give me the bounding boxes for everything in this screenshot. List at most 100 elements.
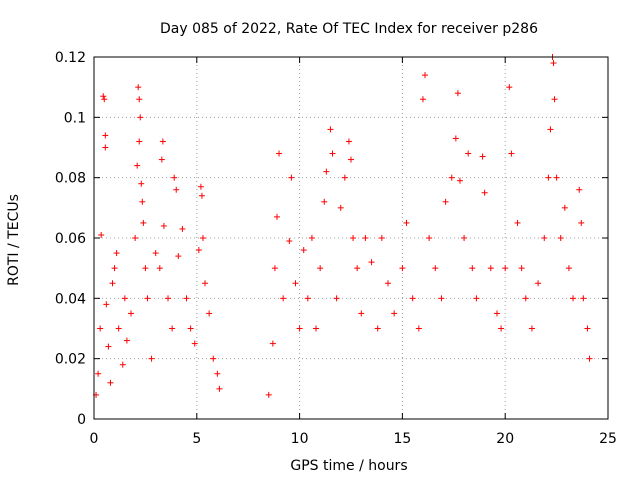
data-point xyxy=(199,235,206,241)
data-point xyxy=(123,337,130,344)
data-point xyxy=(183,295,190,302)
data-point xyxy=(333,295,340,302)
data-point xyxy=(461,235,468,241)
data-point xyxy=(547,126,554,133)
data-point xyxy=(557,235,564,241)
data-point xyxy=(280,295,287,302)
data-point xyxy=(134,162,141,169)
data-point xyxy=(498,325,505,332)
data-point xyxy=(210,355,217,362)
data-point xyxy=(102,144,109,151)
data-point xyxy=(341,174,348,181)
data-point xyxy=(115,325,122,332)
data-point xyxy=(191,340,198,347)
chart-ticks xyxy=(93,56,609,420)
data-point xyxy=(158,156,165,163)
data-point xyxy=(409,295,416,302)
data-point xyxy=(214,370,221,377)
data-point xyxy=(522,295,529,302)
data-point xyxy=(103,301,110,308)
data-point xyxy=(419,96,426,103)
data-point xyxy=(442,198,449,205)
data-point xyxy=(354,265,361,272)
data-point xyxy=(454,90,461,97)
data-point xyxy=(273,213,280,220)
data-point xyxy=(142,265,149,272)
y-tick-label: 0 xyxy=(77,412,86,428)
y-tick-label: 0.08 xyxy=(55,171,86,187)
y-tick-label: 0.02 xyxy=(55,352,86,368)
y-axis-label: ROTI / TECUs xyxy=(6,194,22,286)
data-point xyxy=(296,325,303,332)
data-point xyxy=(195,247,202,254)
data-point xyxy=(329,150,336,157)
data-point xyxy=(102,132,109,139)
data-point xyxy=(452,135,459,142)
data-point xyxy=(551,96,558,103)
data-point xyxy=(448,174,455,181)
data-point xyxy=(545,174,552,181)
data-point xyxy=(292,280,299,287)
data-point xyxy=(304,295,311,302)
data-point xyxy=(391,310,398,317)
data-point xyxy=(206,310,213,317)
data-point xyxy=(265,391,272,398)
data-point xyxy=(368,259,375,266)
data-point xyxy=(518,265,525,272)
data-point xyxy=(144,295,151,302)
data-point xyxy=(456,177,463,184)
chart-grid xyxy=(94,57,608,419)
data-point xyxy=(493,310,500,317)
data-point xyxy=(528,325,535,332)
data-point xyxy=(105,343,112,350)
data-point xyxy=(173,186,180,193)
data-point xyxy=(514,219,521,226)
data-point xyxy=(374,325,381,332)
data-point xyxy=(107,379,114,386)
data-point xyxy=(565,265,572,272)
data-point xyxy=(101,96,108,103)
data-point xyxy=(276,150,283,157)
data-point xyxy=(95,370,102,377)
data-point xyxy=(135,84,142,91)
data-point xyxy=(137,114,144,121)
data-point xyxy=(323,168,330,175)
data-point xyxy=(128,310,135,317)
x-axis-label: GPS time / hours xyxy=(290,458,407,474)
data-point xyxy=(378,235,385,241)
data-point xyxy=(165,295,172,302)
data-point xyxy=(148,355,155,362)
data-point xyxy=(136,96,143,103)
data-point xyxy=(317,265,324,272)
y-tick-labels: 0 0.02 0.04 0.06 0.08 0.1 0.12 xyxy=(55,50,86,428)
data-point xyxy=(140,219,147,226)
data-point xyxy=(136,138,143,145)
data-point xyxy=(109,280,116,287)
data-point xyxy=(553,174,560,181)
chart-title: Day 085 of 2022, Rate Of TEC Index for r… xyxy=(160,21,538,37)
y-tick-label: 0.12 xyxy=(55,50,86,66)
data-point xyxy=(432,265,439,272)
data-point xyxy=(570,295,577,302)
data-point xyxy=(561,204,568,211)
data-point xyxy=(132,235,139,241)
data-point xyxy=(348,156,354,163)
x-tick-label: 10 xyxy=(291,431,309,447)
data-point xyxy=(111,265,118,272)
x-tick-label: 20 xyxy=(496,431,514,447)
data-point xyxy=(169,325,176,332)
data-point xyxy=(202,280,209,287)
data-point xyxy=(160,222,167,229)
data-point xyxy=(469,265,476,272)
data-point xyxy=(300,247,307,254)
data-point xyxy=(113,250,120,257)
data-point xyxy=(139,198,146,205)
data-point xyxy=(286,238,293,245)
data-point xyxy=(550,60,557,67)
data-point xyxy=(487,265,494,272)
data-point xyxy=(481,189,488,196)
data-point xyxy=(426,235,433,241)
data-point xyxy=(308,235,315,241)
data-point xyxy=(197,183,204,190)
